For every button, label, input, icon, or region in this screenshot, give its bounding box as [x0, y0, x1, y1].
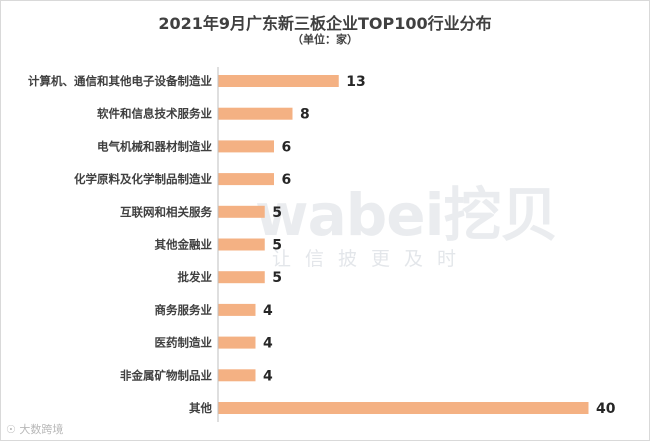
bar — [218, 238, 265, 251]
brand-text: 大数跨境 — [19, 423, 64, 436]
category-label: 电气机械和器材制造业 — [97, 139, 212, 153]
category-label: 其他 — [189, 401, 212, 415]
category-label: 商务服务业 — [155, 303, 213, 317]
category-label: 医药制造业 — [155, 336, 213, 350]
brand-icon: ☉ — [6, 423, 16, 436]
data-label: 13 — [346, 74, 365, 90]
data-label: 4 — [263, 336, 273, 352]
category-label: 批发业 — [178, 270, 213, 284]
category-label: 软件和信息技术服务业 — [97, 107, 212, 121]
watermark-slogan: 让信披更及时 — [272, 248, 471, 270]
bar — [218, 369, 256, 382]
category-label: 化学原料及化学制品制造业 — [74, 172, 212, 186]
chart-title: 2021年9月广东新三板企业TOP100行业分布 — [158, 14, 492, 33]
category-label: 计算机、通信和其他电子设备制造业 — [28, 74, 212, 88]
category-label: 其他金融业 — [155, 238, 213, 252]
category-label: 非金属矿物制品业 — [120, 368, 212, 382]
footer-brand: ☉ 大数跨境 — [6, 421, 63, 437]
bar — [218, 271, 265, 284]
bar — [218, 303, 256, 316]
data-label: 40 — [596, 401, 616, 417]
data-label: 4 — [263, 368, 273, 384]
watermark-logo: wabei挖贝 — [255, 181, 558, 249]
data-label: 5 — [272, 238, 282, 254]
category-label: 互联网和相关服务 — [120, 205, 212, 219]
data-label: 5 — [272, 270, 282, 286]
bar — [218, 75, 339, 87]
data-label: 6 — [282, 139, 292, 155]
data-label: 6 — [282, 172, 292, 188]
bar — [218, 402, 589, 414]
bar — [218, 205, 265, 218]
bar — [218, 140, 274, 153]
chart-subtitle: （单位：家） — [292, 33, 358, 46]
bar — [218, 336, 256, 349]
data-label: 5 — [272, 205, 282, 221]
bar — [218, 173, 274, 186]
bar — [218, 107, 293, 120]
data-label: 4 — [263, 303, 273, 319]
data-label: 8 — [300, 107, 310, 123]
